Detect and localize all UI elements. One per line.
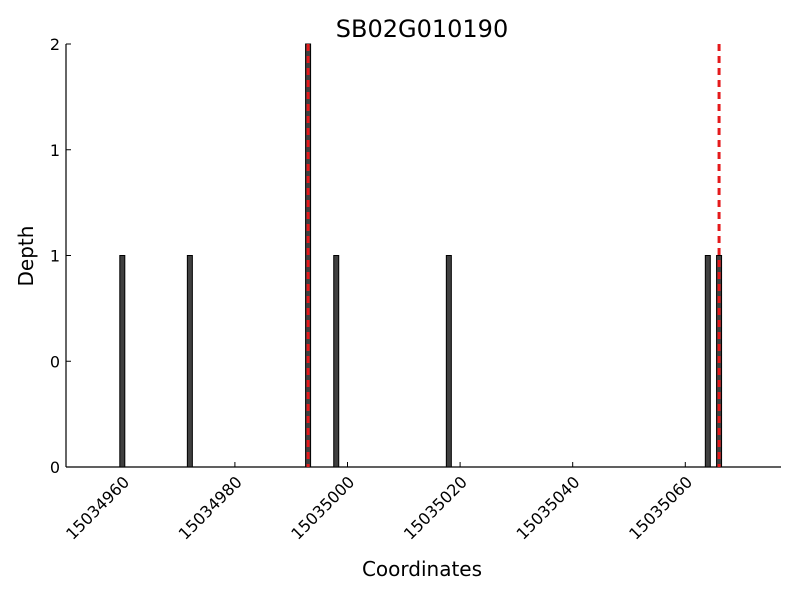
x-tick-label: 15034960: [62, 472, 133, 543]
x-tick-label: 15035020: [400, 472, 471, 543]
y-tick-label: 0: [50, 352, 60, 371]
depth-bar: [333, 255, 340, 468]
x-axis-label: Coordinates: [362, 557, 482, 581]
x-tick-label: 15035040: [513, 472, 584, 543]
depth-bar: [704, 255, 711, 468]
y-tick-label: 2: [50, 35, 60, 54]
x-tick-label: 15035060: [625, 472, 696, 543]
depth-bar: [186, 255, 193, 468]
x-tick-label: 15034980: [175, 472, 246, 543]
y-tick-label: 0: [50, 458, 60, 477]
y-tick-label: 1: [50, 141, 60, 160]
chart-title: SB02G010190: [336, 15, 508, 43]
y-tick-label: 1: [50, 247, 60, 266]
plot-area: 0 0 1 1 2 15034960 15034980 15035000 15035020 150…: [50, 35, 781, 543]
x-tick-label: 15035000: [287, 472, 358, 543]
depth-bar: [119, 255, 126, 468]
y-axis-label: Depth: [14, 226, 38, 287]
depth-bar: [445, 255, 452, 468]
